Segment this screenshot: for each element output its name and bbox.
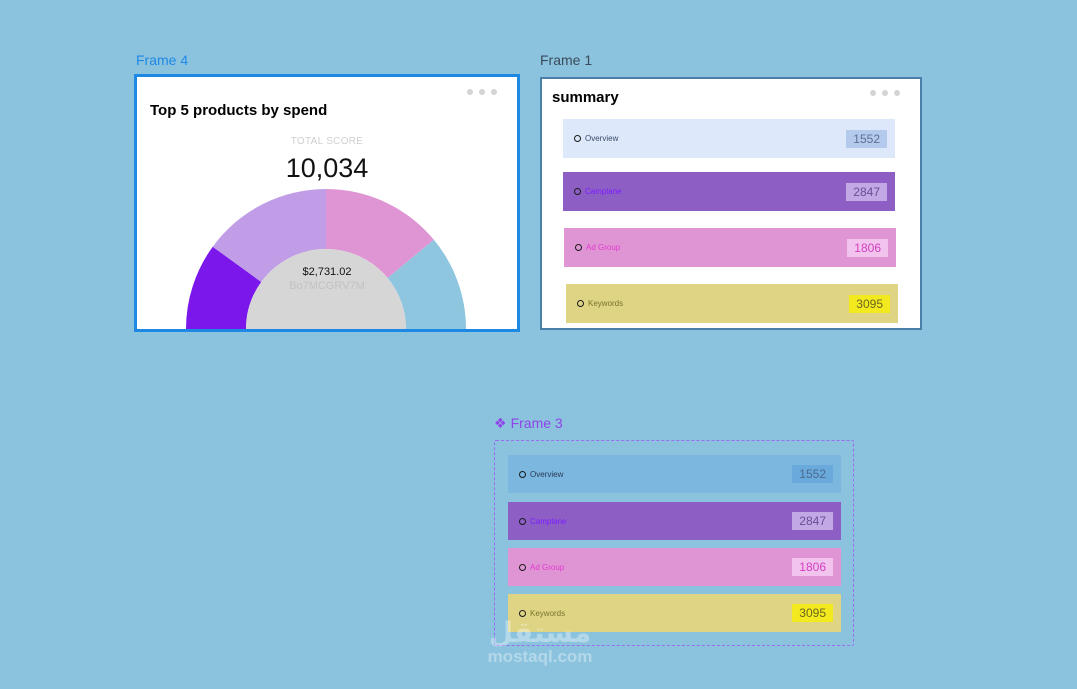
component-icon: ❖ (494, 415, 507, 431)
row-label: Camplane (530, 516, 567, 526)
row-value-badge: 2847 (846, 182, 887, 201)
watermark: مستقل mostaql.com (470, 618, 610, 666)
summary-row[interactable]: Camplane 2847 (563, 172, 895, 211)
frame-1-label[interactable]: Frame 1 (540, 52, 593, 68)
row-label: Overview (585, 134, 619, 143)
spend-gauge (186, 189, 466, 329)
row-value-badge: 1806 (792, 558, 833, 576)
row-value-badge: 1552 (792, 465, 833, 483)
gauge-segment-2 (212, 189, 326, 282)
frame-1-card[interactable]: summary Overview 1552 Camplane 2847 Ad Group… (540, 77, 922, 330)
summary-title: summary (552, 89, 619, 106)
gauge-segment-1 (186, 246, 262, 329)
bullet-icon (519, 517, 526, 525)
bullet-icon (574, 188, 581, 195)
frame-3-component[interactable]: Overview 1552 Camplane 2847 Ad Group 1806 Keyw… (494, 440, 854, 646)
frame-4-card[interactable]: Top 5 products by spend TOTAL SCORE 10,0… (134, 74, 520, 332)
bullet-icon (519, 470, 526, 478)
bullet-icon (519, 609, 526, 617)
row-value-badge: 3095 (792, 604, 833, 622)
frame-3-label: Frame 3 (510, 415, 563, 431)
summary-row[interactable]: Ad Group 1806 (508, 548, 841, 586)
row-label: Keywords (588, 299, 624, 308)
gauge-segment-4 (387, 239, 466, 329)
total-score-value: 10,034 (285, 153, 369, 183)
summary-row[interactable]: Camplane 2847 (508, 502, 841, 540)
row-label: Ad Group (586, 243, 621, 252)
summary-row[interactable]: Overview 1552 (508, 455, 841, 493)
more-dots-icon[interactable] (467, 89, 497, 95)
summary-row[interactable]: Keywords 3095 (566, 284, 898, 323)
frame-3-label-wrap[interactable]: ❖ Frame 3 (494, 415, 563, 431)
gauge-center (246, 249, 406, 329)
summary-row[interactable]: Overview 1552 (563, 119, 895, 158)
center-amount: $2,731.02 (302, 266, 352, 278)
row-label: Keywords (530, 608, 566, 618)
row-value-badge: 2847 (792, 512, 833, 530)
row-value-badge: 3095 (849, 294, 890, 313)
row-label: Camplane (585, 187, 622, 196)
card-title: Top 5 products by spend (150, 102, 328, 119)
row-label: Ad Group (530, 562, 565, 572)
frame-4-label[interactable]: Frame 4 (136, 52, 189, 68)
bullet-icon (575, 244, 582, 251)
row-value-badge: 1806 (847, 238, 888, 257)
more-dots-icon[interactable] (870, 90, 900, 96)
gauge-segment-3 (326, 189, 434, 279)
watermark-arabic: مستقل (488, 617, 592, 648)
row-label: Overview (530, 469, 564, 479)
summary-row[interactable]: Keywords 3095 (508, 594, 841, 632)
bullet-icon (574, 135, 581, 142)
bullet-icon (519, 563, 526, 571)
total-score-label: TOTAL SCORE (290, 136, 364, 147)
center-product-id: Bo7MCGRV7M (289, 280, 365, 292)
row-value-badge: 1552 (846, 129, 887, 148)
summary-row[interactable]: Ad Group 1806 (564, 228, 896, 267)
watermark-latin: mostaql.com (487, 647, 593, 666)
bullet-icon (577, 300, 584, 307)
